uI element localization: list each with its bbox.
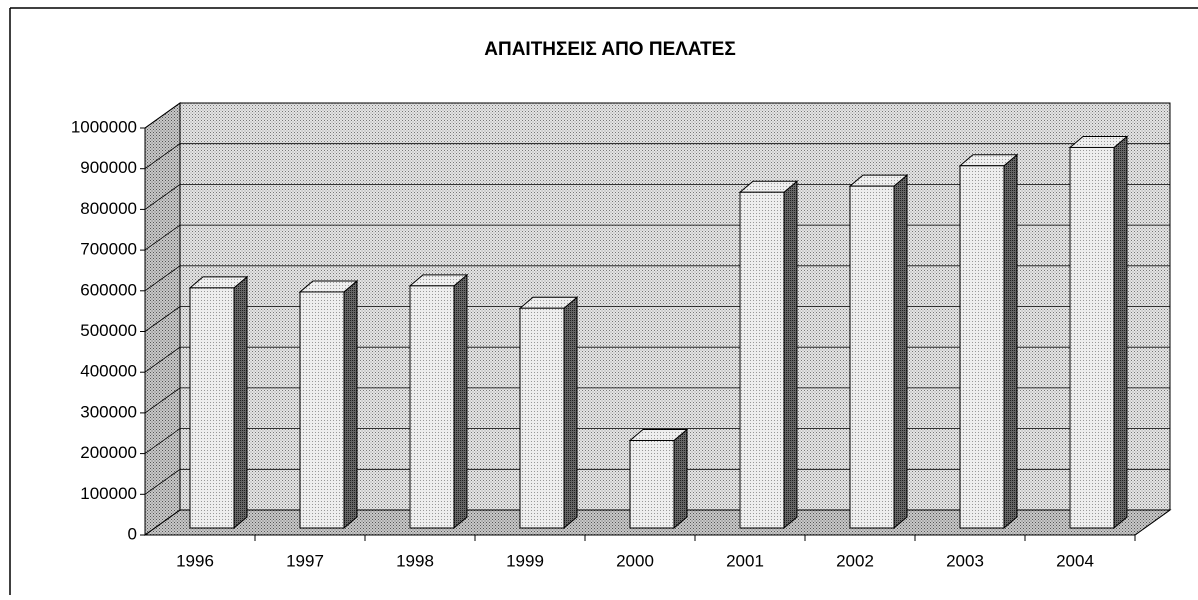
chart-title: ΑΠΑΙΤΗΣΕΙΣ ΑΠΟ ΠΕΛΑΤΕΣ: [484, 39, 736, 60]
x-tick-label: 2000: [616, 551, 654, 570]
bar-side: [1003, 153, 1018, 530]
y-tick-label: 800000: [80, 199, 137, 218]
y-tick-label: 400000: [80, 362, 137, 381]
y-tick-label: 1000000: [71, 117, 137, 136]
x-tick-label: 2004: [1056, 551, 1094, 570]
grid-line: [144, 428, 1170, 454]
x-tick-label: 2003: [946, 551, 984, 570]
bar-side: [343, 279, 358, 530]
bar: [849, 185, 895, 529]
y-tick-label: 900000: [80, 158, 137, 177]
grid-line: [144, 183, 1170, 210]
bar: [739, 191, 785, 529]
y-tick-label: 700000: [80, 240, 137, 259]
grid-line: [144, 346, 1170, 373]
bar-side: [233, 275, 248, 530]
grid-line: [144, 306, 1170, 332]
bar: [409, 285, 455, 529]
bar: [189, 287, 235, 529]
grid-line: [144, 509, 1170, 536]
bar-side: [783, 180, 798, 530]
y-tick-label: 0: [128, 524, 137, 543]
grid-line: [144, 224, 1170, 251]
x-tick-label: 2002: [836, 551, 874, 570]
bar: [959, 165, 1005, 529]
x-tick-label: 2001: [726, 551, 764, 570]
y-tick-label: 600000: [80, 280, 137, 299]
grid-line: [144, 387, 1170, 414]
bar: [519, 307, 565, 529]
y-tick-label: 500000: [80, 321, 137, 340]
x-tick-label: 1998: [396, 551, 434, 570]
bar-side: [893, 174, 908, 530]
x-tick-label: 1997: [286, 551, 324, 570]
y-tick-label: 200000: [80, 443, 137, 462]
y-tick-label: 100000: [80, 484, 137, 503]
bar-side: [673, 428, 688, 530]
grid-line: [144, 143, 1170, 170]
y-tick-label: 300000: [80, 402, 137, 421]
grid-line: [144, 265, 1170, 292]
grid-line: [144, 468, 1170, 495]
bar-side: [1113, 135, 1128, 530]
bar-side: [563, 296, 578, 530]
x-tick-label: 1999: [506, 551, 544, 570]
grid-line: [144, 102, 1170, 129]
bar: [629, 439, 675, 529]
bar: [299, 291, 345, 529]
bar: [1069, 146, 1115, 529]
bar-side: [453, 273, 468, 530]
x-tick-label: 1996: [176, 551, 214, 570]
